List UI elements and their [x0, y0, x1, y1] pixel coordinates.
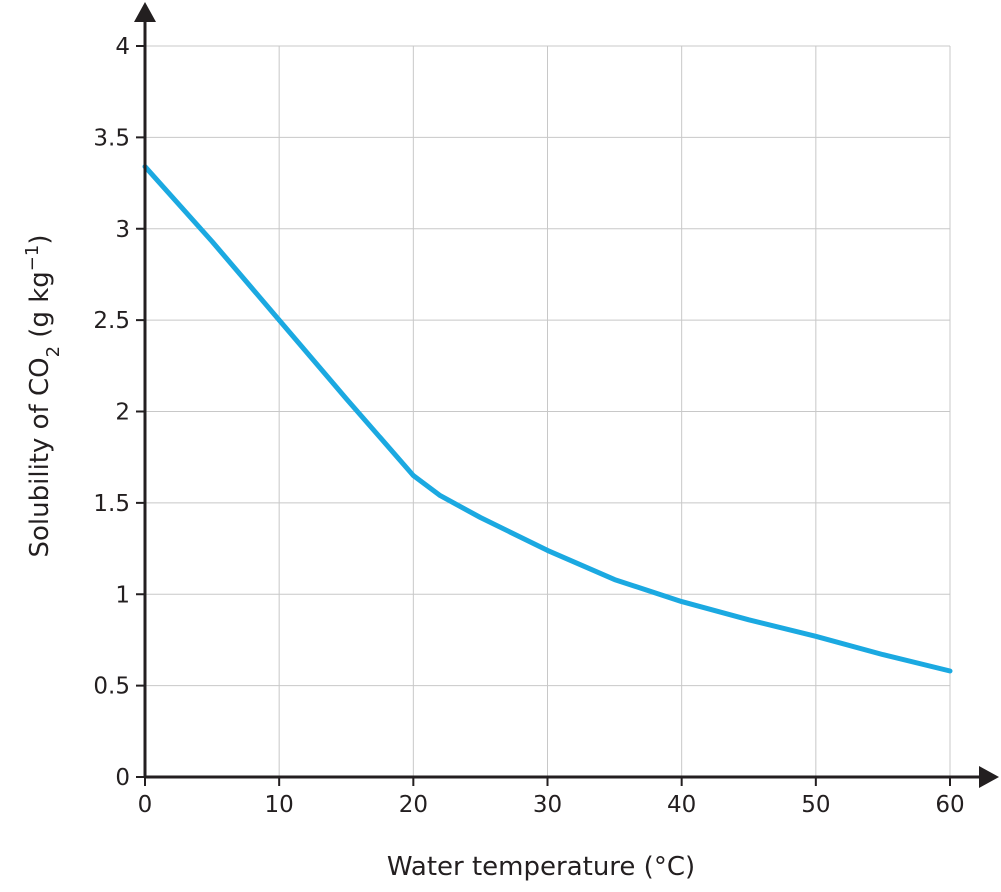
- y-tick-label-6: 3: [115, 217, 130, 243]
- y-axis-title: Solubility of CO2 (g kg−1): [22, 235, 64, 558]
- y-axis-title-superscript: −1: [22, 245, 43, 272]
- y-tick-label-8: 4: [115, 34, 130, 60]
- x-axis-title: Water temperature (°C): [387, 852, 695, 882]
- x-tick-label-2: 20: [399, 792, 428, 818]
- x-axis-arrow-icon: [979, 766, 999, 788]
- y-axis-title-main: Solubility of CO: [25, 357, 55, 557]
- axes: [134, 2, 999, 788]
- y-tick-label-5: 2.5: [93, 308, 130, 334]
- series-layer: [142, 164, 953, 674]
- y-tick-label-0: 0: [115, 765, 130, 791]
- y-tick-label-3: 1.5: [93, 491, 130, 517]
- x-ticks: 0 10 20 30 40 50 60: [138, 777, 965, 818]
- y-tick-label-4: 2: [115, 400, 130, 426]
- x-tick-label-1: 10: [265, 792, 294, 818]
- x-tick-label-4: 40: [667, 792, 696, 818]
- y-tick-label-7: 3.5: [93, 125, 130, 151]
- y-axis-title-unit-close: ): [25, 235, 55, 245]
- y-ticks: 0 0.5 1 1.5 2 2.5 3 3.5 4: [93, 34, 145, 791]
- series-line-0: [142, 164, 953, 674]
- y-axis-arrow-icon: [134, 2, 156, 22]
- x-tick-label-6: 60: [935, 792, 964, 818]
- y-tick-label-2: 1: [115, 582, 130, 608]
- y-axis-title-subscript: 2: [43, 346, 64, 357]
- grid: [145, 45, 951, 777]
- x-tick-label-5: 50: [801, 792, 830, 818]
- y-tick-label-1: 0.5: [93, 674, 130, 700]
- x-tick-label-0: 0: [138, 792, 153, 818]
- x-tick-label-3: 30: [533, 792, 562, 818]
- y-axis-title-unit-open: (g kg: [25, 271, 55, 346]
